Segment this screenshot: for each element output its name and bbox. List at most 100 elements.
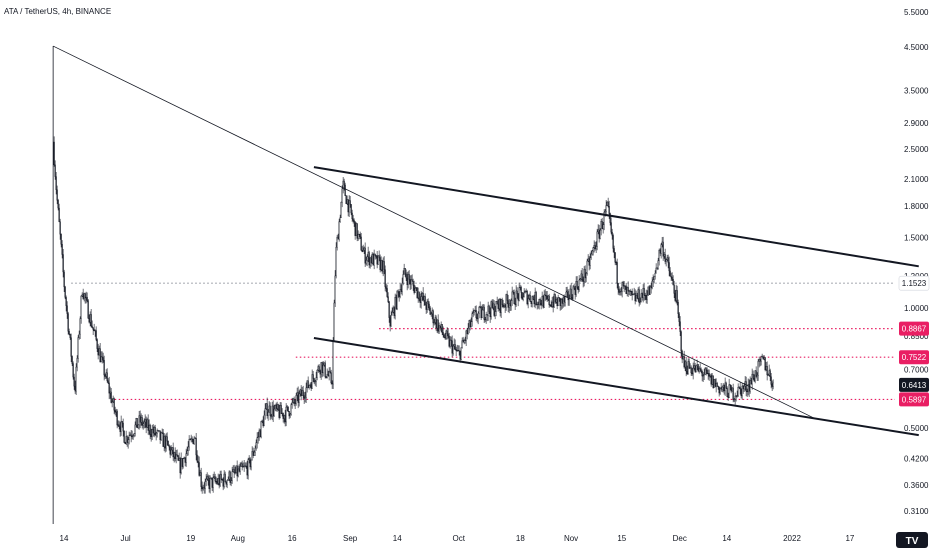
candle-body xyxy=(367,252,369,257)
candle-body xyxy=(192,439,194,444)
candle-body xyxy=(499,298,501,313)
candle-body xyxy=(510,300,512,307)
candle-body xyxy=(68,331,70,335)
candle-body xyxy=(496,301,498,305)
candle-body xyxy=(254,447,256,453)
candle-body xyxy=(363,247,365,251)
candle-body xyxy=(665,259,667,262)
candle-body xyxy=(763,357,765,360)
y-tick-label: 0.3100 xyxy=(904,507,929,516)
candle-body xyxy=(232,469,234,472)
candle-body xyxy=(409,279,411,285)
trend-line-channel-upper[interactable] xyxy=(313,166,919,268)
candle-body xyxy=(491,301,493,308)
candle-body xyxy=(368,252,370,266)
candle-body xyxy=(451,340,453,354)
candle-body xyxy=(481,309,483,319)
candle-body xyxy=(753,378,755,382)
candle-body xyxy=(273,408,275,417)
candle-body xyxy=(260,421,262,438)
candle-body xyxy=(560,299,562,307)
candle-body xyxy=(771,384,773,387)
candle-body xyxy=(340,202,342,218)
candle-body xyxy=(125,436,127,445)
candle-body xyxy=(497,303,499,309)
candle-body xyxy=(359,234,361,238)
candle-body xyxy=(108,382,110,394)
candle-body xyxy=(198,462,200,476)
candle-body xyxy=(419,298,421,303)
trend-lines[interactable] xyxy=(52,45,919,437)
candle-body xyxy=(455,348,457,351)
candle-body xyxy=(115,410,117,413)
candle-body xyxy=(95,330,97,340)
trend-line-long-diagonal[interactable] xyxy=(52,45,814,419)
candle-body xyxy=(435,317,437,329)
candle-body xyxy=(732,387,734,400)
candle-body xyxy=(350,204,352,214)
candle-body xyxy=(716,383,718,387)
candle-body xyxy=(182,458,184,467)
candle-body xyxy=(766,366,768,376)
candle-body xyxy=(117,424,119,426)
candle-body xyxy=(135,418,137,426)
candle-body xyxy=(277,404,279,411)
candle-body xyxy=(544,294,546,296)
candle-body xyxy=(535,292,537,305)
candle-body xyxy=(122,422,124,432)
candle-body xyxy=(480,306,482,319)
candle-body xyxy=(86,296,88,301)
candle-body xyxy=(184,457,186,463)
candle-body xyxy=(475,310,477,318)
candle-body xyxy=(226,480,228,485)
candle-body xyxy=(234,472,236,474)
candle-body xyxy=(511,291,513,301)
candle-body xyxy=(427,301,429,305)
candle-body xyxy=(265,403,267,409)
candle-body xyxy=(82,294,84,299)
tradingview-logo[interactable]: TV xyxy=(896,532,928,548)
candle-body xyxy=(443,334,445,338)
candle-body xyxy=(605,205,607,212)
candle-body xyxy=(393,307,395,316)
candle-body xyxy=(648,286,650,295)
candle-body xyxy=(440,324,442,329)
candle-body xyxy=(309,384,311,386)
candle-body xyxy=(303,395,305,399)
candle-body xyxy=(256,437,258,443)
candle-body xyxy=(165,436,167,449)
candle-body xyxy=(554,294,556,303)
candle-body xyxy=(674,293,676,301)
candle-body xyxy=(524,291,526,293)
chart-title: ATA / TetherUS, 4h, BINANCE xyxy=(4,7,112,16)
price-axis[interactable]: 5.5000 4.5000 3.5000 2.9000 2.5000 2.1000 1.80… xyxy=(904,8,929,516)
candle-body xyxy=(463,340,465,343)
candle-body xyxy=(168,445,170,448)
candle-body xyxy=(711,375,713,385)
candle-body xyxy=(221,479,223,481)
candle-body xyxy=(412,280,414,286)
candle-body xyxy=(748,384,750,392)
candle-body xyxy=(681,350,683,360)
candle-body xyxy=(614,252,616,263)
time-axis[interactable]: 14 Jul 19 Aug 16 Sep 14 Oct 18 Nov 15 Dec 14 2022 17 xyxy=(60,534,855,543)
candle-body xyxy=(458,350,460,352)
candle-body xyxy=(365,260,367,264)
candle-body xyxy=(347,199,349,213)
candle-body xyxy=(416,287,418,298)
candle-body xyxy=(639,301,641,303)
candle-body xyxy=(735,395,737,397)
candle-body xyxy=(503,305,505,307)
candle-body xyxy=(699,367,701,370)
candle-body xyxy=(405,273,407,279)
x-tick-label: 19 xyxy=(186,534,195,543)
candle-body xyxy=(375,255,377,257)
candle-body xyxy=(179,458,181,474)
candle-body xyxy=(211,477,213,488)
candle-body xyxy=(746,391,748,393)
candle-body xyxy=(660,244,662,254)
trend-line-channel-lower[interactable] xyxy=(313,337,919,437)
candle-body xyxy=(255,442,257,449)
candle-body xyxy=(343,180,345,186)
